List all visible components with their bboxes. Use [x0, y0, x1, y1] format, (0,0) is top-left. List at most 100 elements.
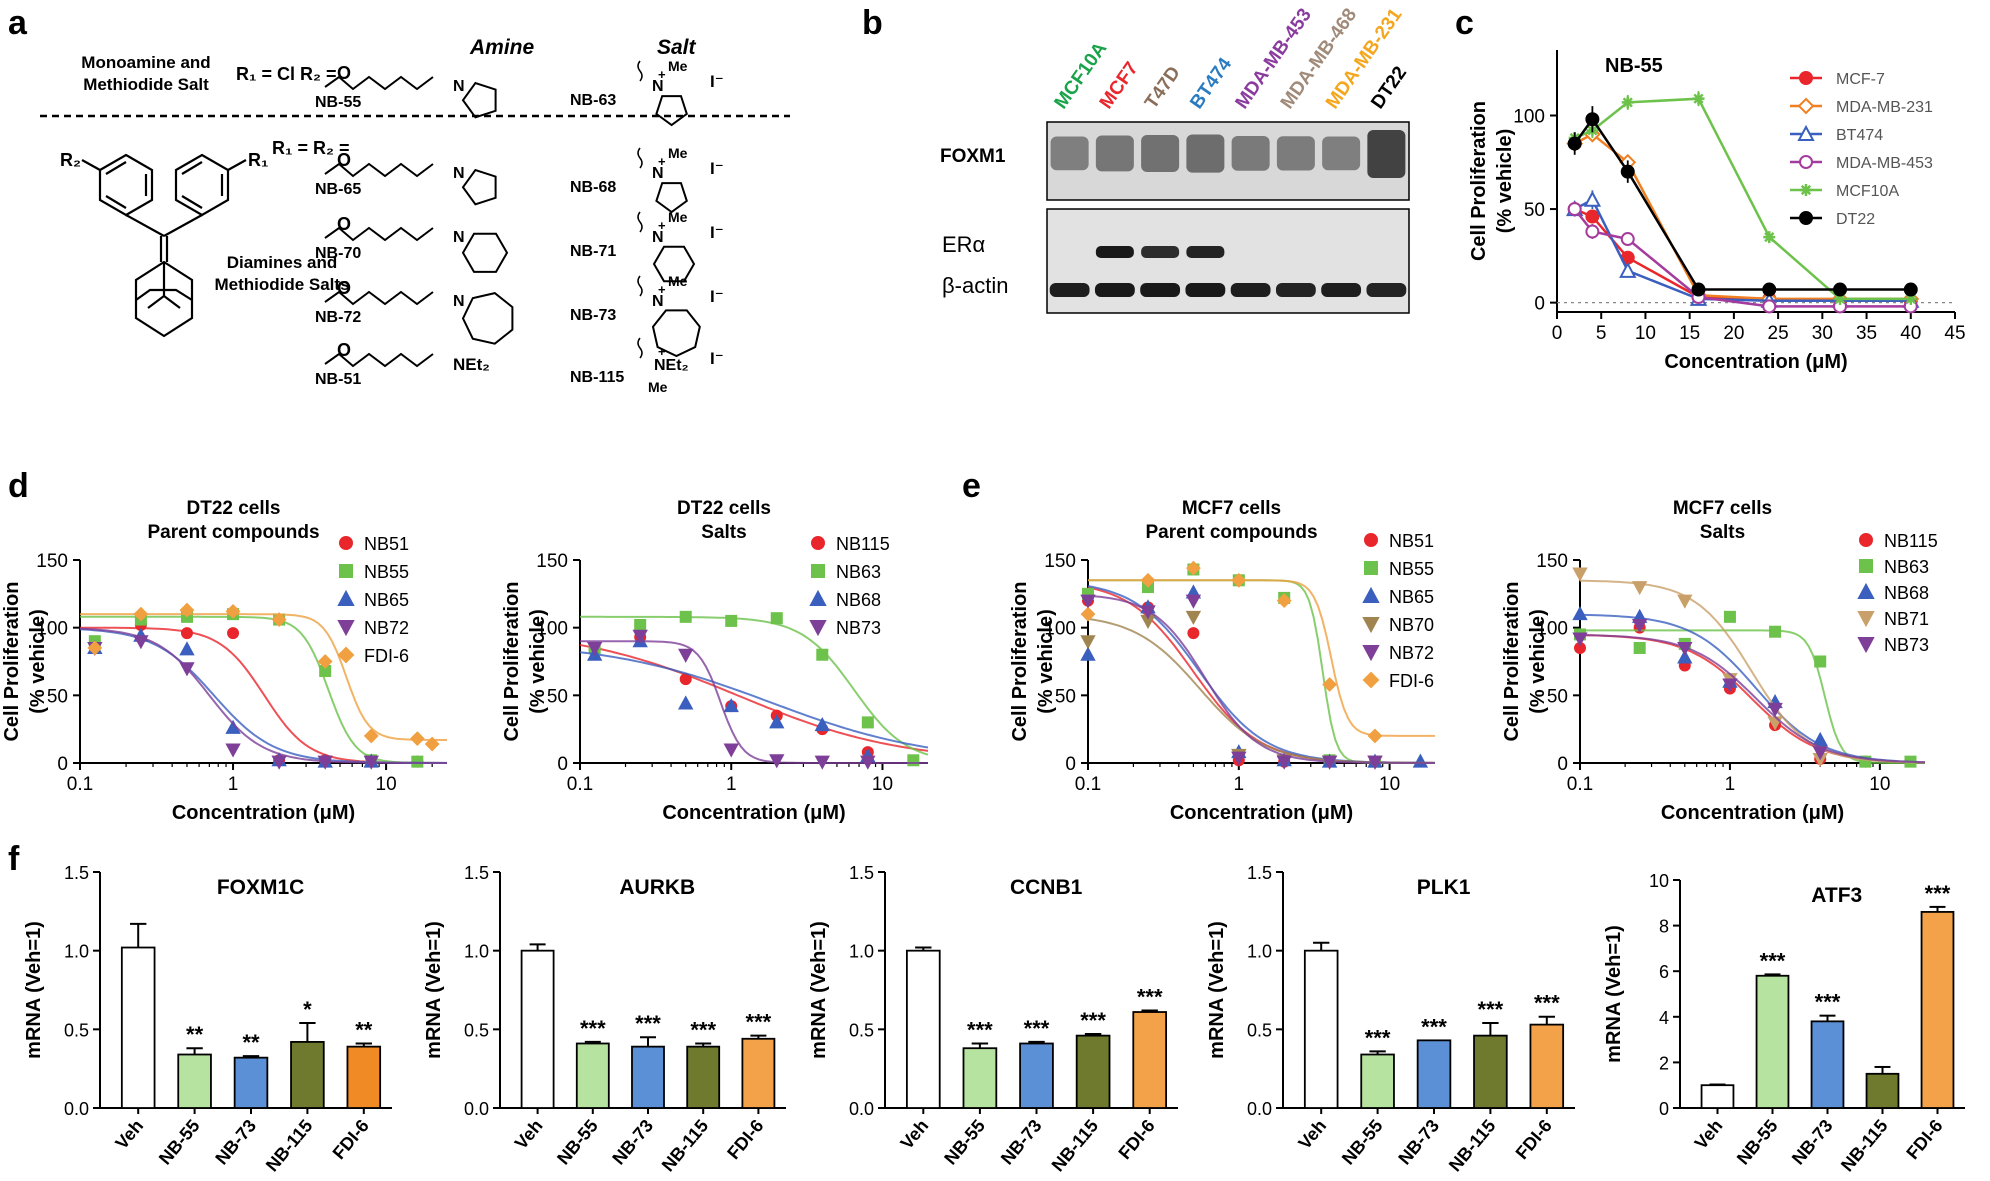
x-tick-label: NB-115: [1837, 1116, 1892, 1176]
positive-charge: +: [658, 154, 666, 169]
data-point: [1367, 728, 1383, 744]
significance-marker: ***: [690, 1017, 716, 1042]
legend-label: NB70: [1389, 615, 1434, 635]
data-point: [632, 629, 648, 644]
y-axis-label-line1: Cell Proliferation: [1009, 581, 1031, 741]
legend-label: MCF-7: [1836, 71, 1885, 88]
data-point: [1797, 124, 1815, 141]
nitrogen-atom: N: [453, 78, 465, 95]
nitrogen-atom: N: [453, 165, 465, 182]
data-point: [1362, 671, 1380, 689]
significance-marker: **: [355, 1017, 373, 1042]
data-point: [1322, 677, 1338, 692]
data-point: [337, 589, 355, 606]
significance-marker: ***: [967, 1017, 993, 1042]
salt-compound-id: NB-63: [570, 92, 616, 109]
y-tick-label: 0.5: [64, 1020, 89, 1040]
salt-compound-id: NB-73: [570, 307, 616, 324]
significance-marker: ***: [1478, 997, 1504, 1022]
data-point: [339, 536, 353, 550]
beta-actin-band: [1366, 283, 1407, 297]
y-tick-label: 10: [1649, 871, 1669, 891]
amine-compound-id: NB-55: [315, 94, 361, 111]
methyl-label: Me: [668, 209, 688, 225]
wavy-bond: [637, 337, 643, 359]
fit-curve: [1580, 629, 1925, 764]
bar: [575, 1042, 610, 1109]
beta-actin-band: [1049, 283, 1090, 297]
foxm1-band: [1231, 136, 1270, 171]
bar: [1810, 1020, 1845, 1109]
positive-charge: +: [658, 282, 666, 297]
data-point: [814, 717, 830, 732]
significance-marker: ***: [1815, 990, 1841, 1015]
group2-substituent-label: R₁ = R₂ =: [272, 138, 349, 158]
series: NB71: [1572, 567, 1929, 768]
data-point: [816, 648, 829, 661]
data-point: [1677, 649, 1693, 664]
x-tick-label: 30: [1812, 323, 1833, 344]
data-point: [1140, 605, 1156, 620]
bar: [1529, 1023, 1565, 1109]
core-r1-label: R₁: [248, 150, 268, 170]
amine-ring: [461, 168, 497, 206]
legend-label: NB51: [1389, 531, 1434, 551]
x-tick-label: NB-73: [1788, 1116, 1837, 1169]
fit-curve: [1087, 617, 1435, 764]
y-tick-label: 50: [547, 686, 568, 707]
data-point: [1080, 635, 1096, 650]
wavy-bond: [637, 275, 643, 297]
amine-compound-id: NB-65: [315, 181, 361, 198]
significance-marker: ***: [1534, 991, 1560, 1016]
y-tick-label: 100: [1536, 619, 1568, 640]
series: NB63: [1574, 557, 1929, 768]
y-axis-label: mRNA (Veh=1): [23, 921, 45, 1059]
bar: [520, 949, 555, 1109]
bar: [177, 1053, 212, 1109]
x-tick-label: 10: [1379, 774, 1400, 795]
amine-compound-id: NB-51: [315, 371, 361, 388]
data-point: [1763, 231, 1776, 244]
x-tick-label: 20: [1723, 323, 1744, 344]
series: NB51: [1082, 531, 1435, 768]
amine-ring: [461, 292, 514, 345]
chart-title-line1: MCF7 cells: [1673, 498, 1772, 519]
data-point: [363, 755, 379, 770]
beta-actin-blot-label: β-actin: [942, 273, 1008, 298]
data-point: [770, 612, 783, 625]
data-point: [1859, 533, 1873, 547]
data-point: [1585, 112, 1600, 127]
er-actin-blot-membrane: [1046, 208, 1410, 314]
y-tick-label: 150: [36, 551, 68, 572]
y-axis-label: mRNA (Veh=1): [808, 921, 830, 1059]
series: FDI-6: [1080, 560, 1435, 744]
x-tick-label: NB-115: [1048, 1116, 1103, 1176]
legend-label: NB63: [1884, 557, 1929, 577]
y-tick-label: 2: [1659, 1053, 1669, 1073]
data-point: [1572, 632, 1588, 647]
y-axis-label: mRNA (Veh=1): [1603, 925, 1625, 1063]
data-point: [1767, 702, 1783, 717]
star-stroke: [1693, 93, 1704, 104]
series: NB51: [80, 534, 447, 768]
nitrogen-atom: N: [652, 293, 664, 310]
data-point: [1723, 610, 1736, 623]
positive-charge: +: [658, 218, 666, 233]
x-tick-label: 0.1: [1075, 774, 1101, 795]
data-point: [1080, 594, 1096, 609]
legend-label: NB68: [836, 590, 881, 610]
data-point: [1187, 627, 1200, 640]
x-tick-label: 0.1: [1567, 774, 1593, 795]
significance-marker: ***: [1925, 881, 1951, 906]
x-axis-label: Concentration (μM): [1661, 802, 1844, 824]
y-tick-label: 50: [1547, 686, 1568, 707]
data-point: [1677, 641, 1693, 657]
er-alpha-band: [1186, 246, 1225, 258]
bar: [686, 1045, 721, 1109]
data-point: [1812, 731, 1828, 746]
legend-label: MDA-MB-453: [1836, 155, 1933, 172]
panel-label-b: b: [862, 4, 883, 42]
iodide-counterion: I⁻: [710, 223, 724, 242]
